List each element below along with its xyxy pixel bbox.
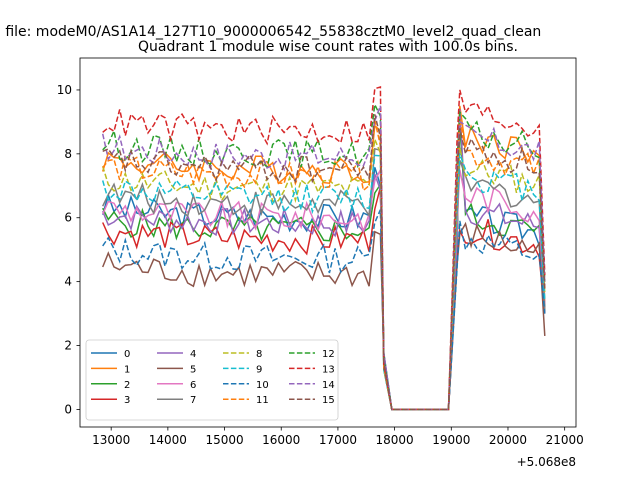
x-tick-label: 17000: [319, 433, 357, 447]
series-line-6: [102, 169, 546, 411]
y-tick-label: 4: [64, 275, 72, 289]
legend-label-2: 2: [124, 380, 130, 391]
series-line-14: [101, 105, 546, 411]
series-line-1: [101, 105, 546, 411]
legend-label-12: 12: [322, 349, 335, 360]
suptitle: n file: modeM0/AS1A14_127T10_9000006542_…: [0, 24, 541, 40]
x-tick-label: 16000: [262, 433, 300, 447]
legend-label-5: 5: [190, 364, 196, 375]
legend-label-7: 7: [190, 395, 196, 406]
x-tick-label: 20000: [489, 433, 527, 447]
x-tick-label: 14000: [149, 433, 187, 447]
series-line-10: [102, 209, 546, 411]
plot-frame: [79, 57, 577, 428]
series-line-8: [101, 136, 546, 411]
y-tick-label: 10: [57, 83, 72, 97]
series-line-4: [102, 109, 546, 411]
y-tick-label: 8: [64, 147, 72, 161]
legend-label-11: 11: [256, 395, 269, 406]
legend-label-8: 8: [256, 349, 262, 360]
x-tick-label: 15000: [205, 433, 243, 447]
legend-label-10: 10: [256, 380, 269, 391]
series-line-15: [102, 114, 546, 411]
y-tick-label: 6: [64, 211, 72, 225]
legend-label-4: 4: [190, 349, 196, 360]
series-line-12: [102, 102, 546, 411]
legend-label-13: 13: [322, 364, 335, 375]
axes: 13000 14000 15000 16000 17000 18000 19000 20000…: [57, 57, 584, 447]
y-tick-label: 0: [64, 402, 72, 416]
x-tick-label: 18000: [376, 433, 414, 447]
series-line-13: [102, 85, 546, 411]
x-tick-label: 19000: [432, 433, 470, 447]
x-tick-label: 21000: [546, 433, 584, 447]
legend-label-0: 0: [124, 349, 130, 360]
series-line-2: [102, 121, 546, 411]
legend-label-14: 14: [322, 380, 335, 391]
chart-title: Quadrant 1 module wise count rates with …: [138, 39, 518, 55]
legend-box: [85, 339, 339, 421]
x-offset-label: +5.068e8: [517, 455, 576, 469]
series-line-5: [102, 221, 546, 411]
y-tick-label: 2: [64, 339, 72, 353]
series-line-0: [101, 118, 546, 411]
x-tick-label: 13000: [92, 433, 130, 447]
series-line-7: [102, 147, 546, 411]
legend-label-15: 15: [322, 395, 335, 406]
legend-label-3: 3: [124, 395, 130, 406]
legend-label-1: 1: [124, 364, 130, 375]
legend-label-6: 6: [190, 380, 196, 391]
series-group: [101, 85, 546, 411]
legend-label-9: 9: [256, 364, 262, 375]
